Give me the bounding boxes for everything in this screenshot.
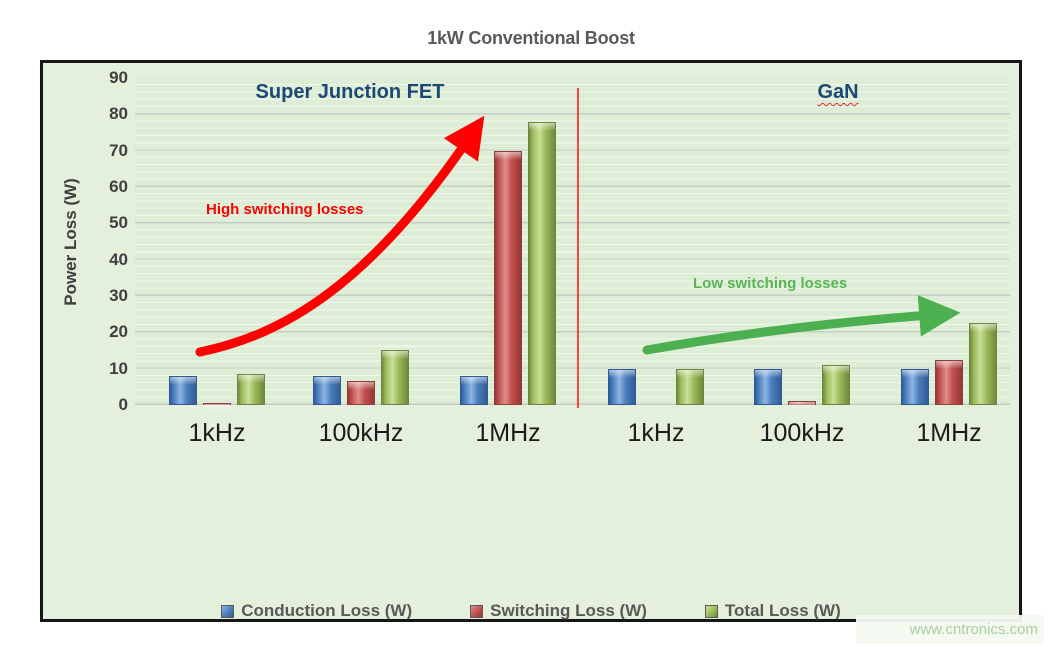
bar <box>347 381 375 405</box>
bar-group-sjfet-1khz <box>169 374 265 412</box>
y-tick-label: 20 <box>109 322 128 342</box>
conduction-loss-swatch-icon <box>221 604 235 618</box>
bar <box>969 323 997 405</box>
y-axis-ticks: 0 10 20 30 40 50 60 70 80 90 <box>73 63 128 619</box>
bar-group-gan-1mhz <box>901 323 997 405</box>
bar <box>313 376 341 405</box>
y-tick-label: 90 <box>109 68 128 87</box>
chart-frame: Power Loss (W) 0 10 20 30 40 50 60 70 80 90 Super… <box>40 60 1022 622</box>
y-tick-label: 30 <box>109 286 128 305</box>
y-tick-label: 10 <box>109 358 128 378</box>
bar <box>528 122 556 405</box>
section-label-super-junction-fet: Super Junction FET <box>256 81 445 104</box>
y-tick-label: 40 <box>109 249 128 269</box>
annotation-low-switching-losses: Low switching losses <box>693 275 848 292</box>
legend-item-conduction-loss: Conduction Loss (W) <box>221 601 412 621</box>
bar <box>494 151 522 405</box>
bar-group-sjfet-100khz <box>313 350 409 405</box>
bar <box>935 360 963 405</box>
category-label: 100kHz <box>759 419 845 447</box>
section-label-text: Super Junction FET <box>255 81 445 103</box>
y-tick-label: 60 <box>109 177 128 196</box>
category-label: 1kHz <box>188 419 246 447</box>
bar <box>901 369 929 405</box>
watermark: www.cntronics.com <box>856 615 1044 644</box>
legend-label: Conduction Loss (W) <box>241 601 413 620</box>
bar <box>754 369 782 405</box>
annotation-high-switching-losses: High switching losses <box>206 201 364 218</box>
bar <box>381 350 409 405</box>
category-label: 1MHz <box>475 419 541 447</box>
bar <box>676 369 704 405</box>
total-loss-swatch-icon <box>704 604 718 618</box>
category-label: 1kHz <box>627 419 685 447</box>
y-tick-label: 50 <box>109 213 128 233</box>
bar <box>460 376 488 405</box>
section-label-text: GaN <box>817 81 859 103</box>
section-label-gan: GaN <box>817 81 858 104</box>
y-tick-label: 80 <box>109 104 128 124</box>
category-label: 100kHz <box>318 419 404 447</box>
y-tick-label: 70 <box>109 140 128 160</box>
switching-loss-swatch-icon <box>470 604 484 618</box>
y-tick-label: 0 <box>118 395 128 414</box>
bar-group-gan-100khz <box>754 365 850 410</box>
bar-group-sjfet-1mhz <box>460 122 556 405</box>
legend-item-total-loss: Total Loss (W) <box>704 601 841 621</box>
bar <box>608 369 636 405</box>
plot-area <box>135 78 1010 412</box>
legend-label: Switching Loss (W) <box>490 601 647 620</box>
legend-item-switching-loss: Switching Loss (W) <box>470 601 647 621</box>
category-label: 1MHz <box>916 419 982 447</box>
legend: Conduction Loss (W) Switching Loss (W) T… <box>43 601 1019 621</box>
bar <box>822 365 850 405</box>
bar <box>169 376 197 405</box>
legend-label: Total Loss (W) <box>724 601 841 620</box>
bar-group-gan-1khz <box>608 369 704 405</box>
bar <box>788 401 816 410</box>
chart-inner: Power Loss (W) 0 10 20 30 40 50 60 70 80 90 Super… <box>43 63 1019 621</box>
bar <box>203 403 231 412</box>
bar <box>237 374 265 405</box>
chart-title: 1kW Conventional Boost <box>427 28 635 48</box>
